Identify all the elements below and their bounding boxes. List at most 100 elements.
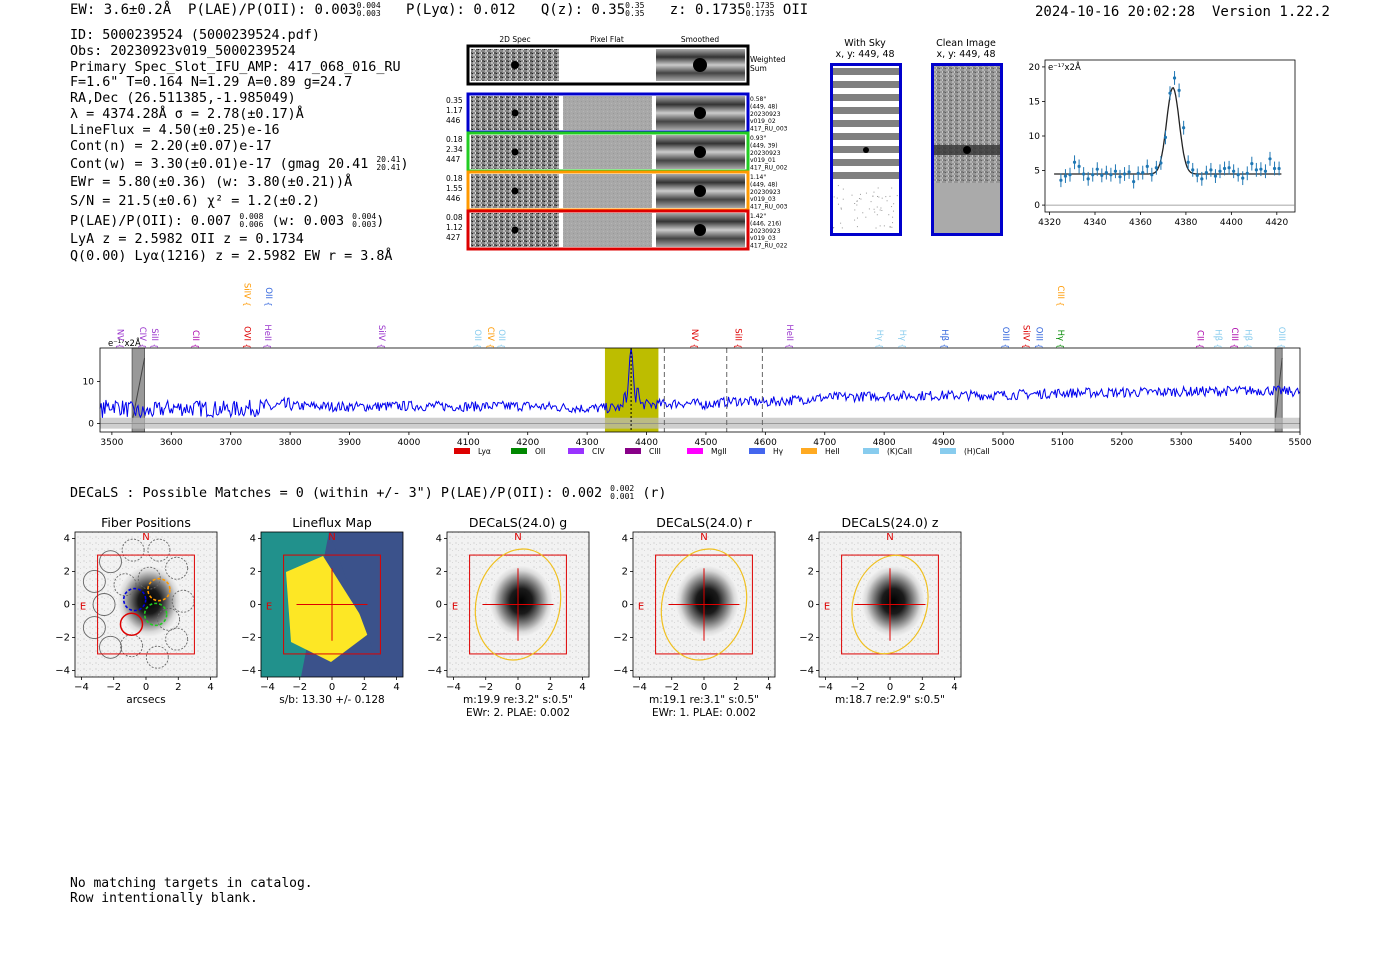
footer-line-1: No matching targets in catalog. <box>70 876 313 891</box>
zoom-data-point <box>1268 157 1272 161</box>
masked-region-hatch <box>1274 357 1283 423</box>
fiber-circle <box>121 538 145 562</box>
zoom-data-point <box>1177 88 1181 92</box>
zoom-data-point <box>1263 169 1268 173</box>
zoom-data-point <box>1222 166 1227 171</box>
weighted-sum-source-smoothed <box>693 58 707 72</box>
decals-panel-3: DECaLS(24.0) g N E −4 −4 −2 −2 0 0 2 2 4 4 m:19.9 re:… <box>427 515 590 719</box>
sky-noise <box>877 195 879 197</box>
sky-noise <box>841 227 843 229</box>
footer-line-2: Row intentionally blank. <box>70 891 258 906</box>
line-marker-label: Hγ <box>874 330 884 341</box>
line-marker-label: CIII <box>1229 328 1239 341</box>
footer-notes: No matching targets in catalog. Row inte… <box>70 876 313 906</box>
sky-noise <box>873 191 875 193</box>
sky-noise <box>837 203 839 205</box>
fiber-circle <box>92 593 116 616</box>
info-primary-spec: Primary Spec_Slot_IFU_AMP: 417_068_016_R… <box>70 59 401 75</box>
cutout-pixel-flat <box>563 213 652 247</box>
cutout-right-value: v019_02 <box>750 118 776 125</box>
fiber-circle-orange <box>147 577 171 602</box>
zoom-y-tick-label: 0 <box>1034 201 1040 211</box>
sky-line <box>833 159 899 166</box>
north-label: N <box>886 532 893 543</box>
sky-noise <box>854 209 856 211</box>
header-z-line: OII <box>782 2 809 18</box>
info-plae-lo2: 0.003 <box>352 220 377 230</box>
cutout-right-value: (449, 48) <box>750 103 778 110</box>
line-marker-brace: { <box>1056 343 1065 348</box>
legend-label: (H)CaII <box>964 447 990 456</box>
line-marker-label: CIV <box>485 327 495 341</box>
cutout-source-smoothed <box>694 146 706 158</box>
info-cont-w-hi: 20.41 <box>376 155 401 165</box>
weighted-sum-label-1: Weighted <box>750 55 786 64</box>
spectrum-x-tick-label: 4500 <box>694 438 717 448</box>
y-tick-label: −2 <box>799 632 814 643</box>
y-tick-label: 4 <box>436 534 442 545</box>
sky-noise <box>856 226 858 228</box>
x-tick-label: −2 <box>478 682 493 693</box>
info-plae-text: P(LAE)/P(OII): 0.007 <box>70 214 232 230</box>
zoom-data-point <box>1200 177 1204 181</box>
y-tick-label: 0 <box>622 600 628 611</box>
y-tick-label: 2 <box>250 567 256 578</box>
clean-image-title: Clean Image x, y: 449, 48 <box>914 38 1018 60</box>
sky-noise <box>879 225 881 227</box>
fiber-circle-red <box>119 612 144 637</box>
sky-noise <box>865 192 867 194</box>
line-marker-label: SiIV <box>1020 325 1030 341</box>
zoom-data-point <box>1109 173 1113 177</box>
sky-noise <box>876 206 878 208</box>
line-marker-brace: { <box>150 343 159 348</box>
line-marker-label: HeII <box>262 324 272 341</box>
sky-noise <box>851 194 853 196</box>
header-version: Version 1.22.2 <box>1211 4 1330 20</box>
cutout-right-value: 20230923 <box>750 111 781 118</box>
sky-noise <box>885 196 887 198</box>
legend-label: CIV <box>592 447 605 456</box>
fiber-circle <box>120 634 143 658</box>
line-marker-label: OII <box>472 329 482 341</box>
cutout-right-value: 20230923 <box>750 189 781 196</box>
x-tick-label: 2 <box>361 682 367 693</box>
sky-noise <box>892 216 894 218</box>
fiber-circle <box>82 569 106 593</box>
spectrum-x-tick-label: 4700 <box>813 438 836 448</box>
sky-noise <box>893 203 895 205</box>
legend-label: OII <box>535 447 545 456</box>
cutout-right-value: v019_03 <box>750 235 776 242</box>
line-marker-brace: { <box>243 343 252 348</box>
cutout-right-value: 20230923 <box>750 228 781 235</box>
zoom-unit-label: e⁻¹⁷x2Å <box>1048 61 1081 73</box>
decals-header: DECaLS : Possible Matches = 0 (within +/… <box>70 485 667 502</box>
sky-noise <box>873 208 875 210</box>
x-tick-label: 2 <box>733 682 739 693</box>
cutout-right-value: (449, 48) <box>750 181 778 188</box>
north-label: N <box>700 532 707 543</box>
line-marker-label: OIII <box>1000 327 1010 341</box>
line-zoom-plot: e⁻¹⁷x2Å 4320 4340 4360 4380 4400 4420 0 5 10 15 20 <box>1029 59 1296 228</box>
info-lya-z: LyA z = 2.5982 OII z = 0.1734 <box>70 232 304 248</box>
zoom-y-tick-label: 15 <box>1029 97 1040 107</box>
sky-noise <box>888 214 890 216</box>
decals-panel-5: DECaLS(24.0) z N E −4 −4 −2 −2 0 0 2 2 4 4 m:18.7 re:… <box>799 515 962 706</box>
spectrum-y-tick-label: 0 <box>88 420 94 430</box>
info-plae-hi2: 0.004 <box>352 212 377 222</box>
sky-noise <box>874 211 876 213</box>
sky-noise <box>892 210 894 212</box>
y-tick-label: −2 <box>613 632 628 643</box>
spectrum-x-tick-label: 4400 <box>635 438 658 448</box>
cutout-left-value: 447 <box>446 155 461 164</box>
y-tick-label: −4 <box>613 665 628 676</box>
x-tick-label: −4 <box>260 682 275 693</box>
decals-header-text: DECaLS : Possible Matches = 0 (within +/… <box>70 486 603 501</box>
search-box <box>283 554 381 655</box>
line-marker-brace: { <box>243 301 252 306</box>
decals-panel-title: DECaLS(24.0) r <box>656 515 752 530</box>
info-cont-w: Cont(w) = 3.30(±0.01)e-17 (gmag 20.41 20… <box>70 156 409 175</box>
spectrum-unit-label: e⁻¹⁷x2Å <box>108 337 141 349</box>
line-marker-label: SiII <box>732 328 742 341</box>
sky-noise <box>856 204 858 206</box>
fiber-circle <box>147 538 171 562</box>
